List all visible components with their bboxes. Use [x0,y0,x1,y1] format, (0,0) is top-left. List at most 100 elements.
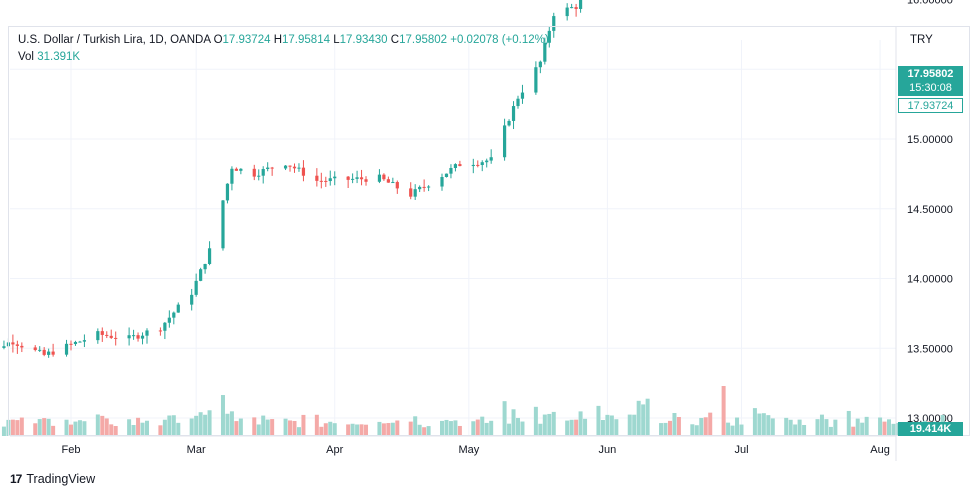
candle-body [453,164,458,169]
volume-bar [127,419,132,436]
candle-body [324,180,328,182]
candle-body [364,179,368,182]
volume-bar [788,419,793,436]
volume-bar [19,417,24,436]
volume-bar [15,420,20,436]
candle-body [413,189,417,197]
volume-bar [417,424,422,436]
volume-bar [381,423,386,436]
candle-body [136,335,140,339]
volume-bar [824,419,829,436]
candle-body [257,175,261,177]
bar-countdown-timer: 15:30:08 [909,82,952,94]
volume-bar [33,423,38,436]
candle-body [471,164,475,167]
volume-bar [332,423,337,436]
candle-body [20,345,24,348]
candle-body [543,42,547,62]
high-value: 17.95814 [282,34,330,46]
candle-body [69,343,73,345]
ohlc-legend: U.S. Dollar / Turkish Lira, 1D, OANDA O 1… [18,34,549,46]
volume-bar [569,419,574,436]
volume-bar [109,424,114,436]
candle-body [328,178,332,182]
price-axis-label: 14.00000 [907,274,953,286]
candle-body [109,335,113,338]
volume-bar [578,411,583,436]
candle-body [266,167,270,170]
volume-bar [605,414,610,436]
volume-bar [489,420,494,436]
volume-bar [600,420,605,436]
volume-bar [471,421,476,436]
price-axis-label: 16.00000 [907,0,953,7]
volume-bar [346,424,351,436]
volume-bar [793,424,798,436]
candle-body [489,157,493,161]
symbol-title[interactable]: U.S. Dollar / Turkish Lira, 1D, OANDA [18,34,211,46]
candle-body [261,169,265,176]
high-label: H [273,34,283,46]
volume-label[interactable]: Vol [18,51,34,63]
candle-body [333,176,337,179]
time-axis-label: Jun [599,444,617,456]
tradingview-brand[interactable]: 17 TradingView [10,472,95,486]
volume-bar [413,416,418,436]
volume-bar [95,414,100,436]
candle-body [96,331,100,341]
volume-bar [1,426,6,436]
volume-bar [690,424,695,436]
candle-body [351,178,355,180]
time-axis-label: Apr [326,444,343,456]
candle-body [82,340,87,342]
volume-bar [735,417,740,436]
candle-body [297,167,301,169]
volume-bar [672,413,677,436]
volume-bar [645,398,650,436]
volume-bar [542,414,547,436]
volume-bar [833,419,838,436]
candle-body [507,120,511,126]
volume-bar [256,424,261,436]
low-value: 17.93430 [339,34,388,46]
candle-body [538,61,542,68]
volume-bar [448,421,453,436]
volume-bar [752,408,757,436]
candle-body [534,67,538,93]
candle-body [38,349,42,351]
candle-body [292,166,297,169]
volume-bar [507,423,512,436]
last-price-badge: 17.95802 15:30:08 [898,66,963,96]
candle-body [355,177,359,179]
volume-bar [802,424,807,436]
candle-body [163,322,167,331]
volume-bar [292,420,297,436]
volume-bar [882,421,887,436]
volume-bar [194,415,199,436]
volume-bar [314,414,319,436]
candle-body [207,248,212,264]
candle-body [283,165,288,169]
volume-bar [220,395,225,436]
volume-bar [323,423,328,436]
volume-bar [234,421,239,436]
volume-bar [784,417,789,436]
volume-bar [636,400,641,436]
volume-bar [198,412,203,436]
volume-bar [676,417,681,436]
quote-currency-label: TRY [910,34,933,46]
volume-bar [225,413,230,436]
candle-body [359,177,364,180]
volume-bar [319,426,324,436]
volume-bar [100,415,105,436]
volume-bar [574,419,579,436]
volume-bar [283,418,288,436]
candle-body [346,176,350,180]
time-axis-label: Feb [62,444,81,456]
volume-bar [878,417,883,436]
close-value: 17.95802 [399,34,448,46]
open-label: O [213,34,223,46]
volume-bar [69,424,73,436]
candle-body [427,186,431,188]
